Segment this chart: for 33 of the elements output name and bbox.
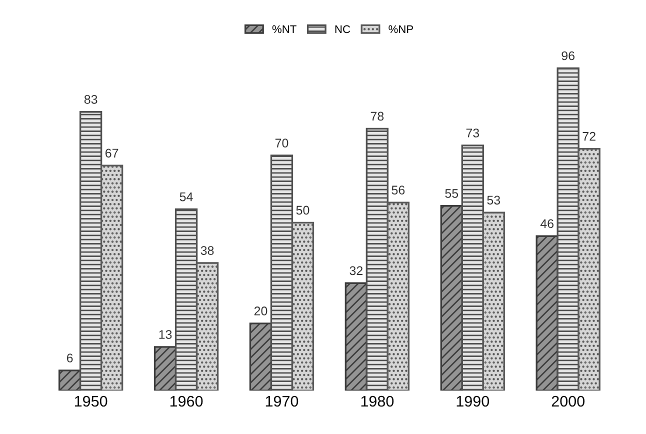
x-tick-label: 1970 xyxy=(266,396,298,407)
bar xyxy=(440,205,463,391)
data-label: 83 xyxy=(84,94,98,104)
data-label: 96 xyxy=(562,51,575,60)
data-label: 70 xyxy=(275,138,288,148)
x-tick-label: 2000 xyxy=(552,396,584,407)
bar xyxy=(154,346,177,391)
bar xyxy=(344,282,368,391)
data-label: 50 xyxy=(296,206,310,215)
legend-label: NC xyxy=(335,25,350,34)
x-tick-label: 1990 xyxy=(456,396,490,407)
x-tick-label: 1950 xyxy=(74,396,108,407)
x-tick-label: 1980 xyxy=(361,396,394,407)
data-label: 38 xyxy=(200,246,214,255)
x-tick-label: 1960 xyxy=(170,396,203,407)
data-label: 54 xyxy=(180,192,193,202)
data-label: 67 xyxy=(106,148,118,158)
legend-label: %NT xyxy=(272,25,296,34)
legend-label: %NP xyxy=(388,25,414,34)
data-label: 13 xyxy=(159,330,172,339)
data-label: 78 xyxy=(370,112,384,121)
data-label: 20 xyxy=(254,306,268,316)
bar xyxy=(58,370,82,391)
data-label: 55 xyxy=(445,189,458,198)
data-label: 56 xyxy=(392,186,405,195)
bar xyxy=(249,322,272,391)
data-label: 72 xyxy=(582,132,596,141)
data-label: 6 xyxy=(66,354,73,362)
data-label: 73 xyxy=(466,128,480,138)
data-label: 32 xyxy=(350,266,363,276)
data-label: 53 xyxy=(487,196,500,205)
data-label: 46 xyxy=(540,219,554,228)
bar xyxy=(536,235,558,391)
